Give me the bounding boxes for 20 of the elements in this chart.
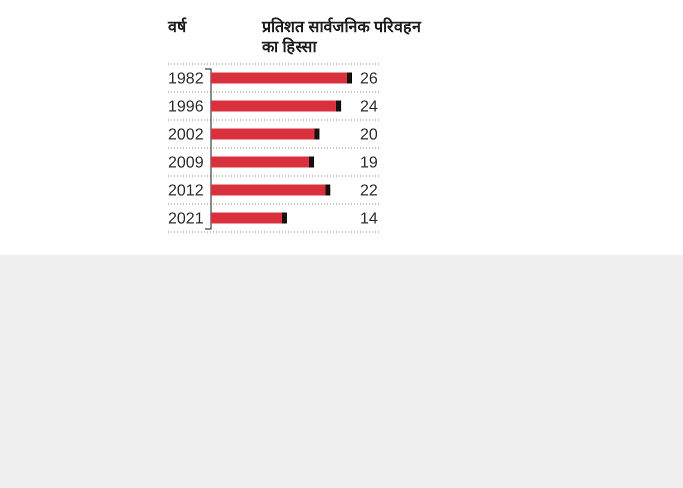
y-tick-label: 2002 — [168, 126, 204, 144]
data-label: 22 — [360, 182, 378, 200]
y-tick-label: 1982 — [168, 70, 204, 88]
y-tick-label: 2009 — [168, 154, 204, 172]
bar — [211, 212, 287, 224]
bar — [211, 184, 330, 196]
chart-title: प्रतिशत सार्वजनिक परिवहन का हिस्सा — [261, 17, 422, 56]
y-tick-label: 2012 — [168, 182, 204, 200]
bar — [211, 72, 352, 84]
data-label: 20 — [360, 126, 378, 144]
data-label: 19 — [360, 154, 378, 172]
y-tick-label: 1996 — [168, 98, 204, 116]
y-axis-title: वर्ष — [167, 17, 187, 36]
bar — [211, 156, 314, 168]
data-label: 24 — [360, 98, 378, 116]
bar — [211, 100, 342, 112]
data-label: 14 — [360, 210, 378, 228]
bar — [211, 128, 320, 140]
data-label: 26 — [360, 70, 378, 88]
y-tick-label: 2021 — [168, 210, 204, 228]
